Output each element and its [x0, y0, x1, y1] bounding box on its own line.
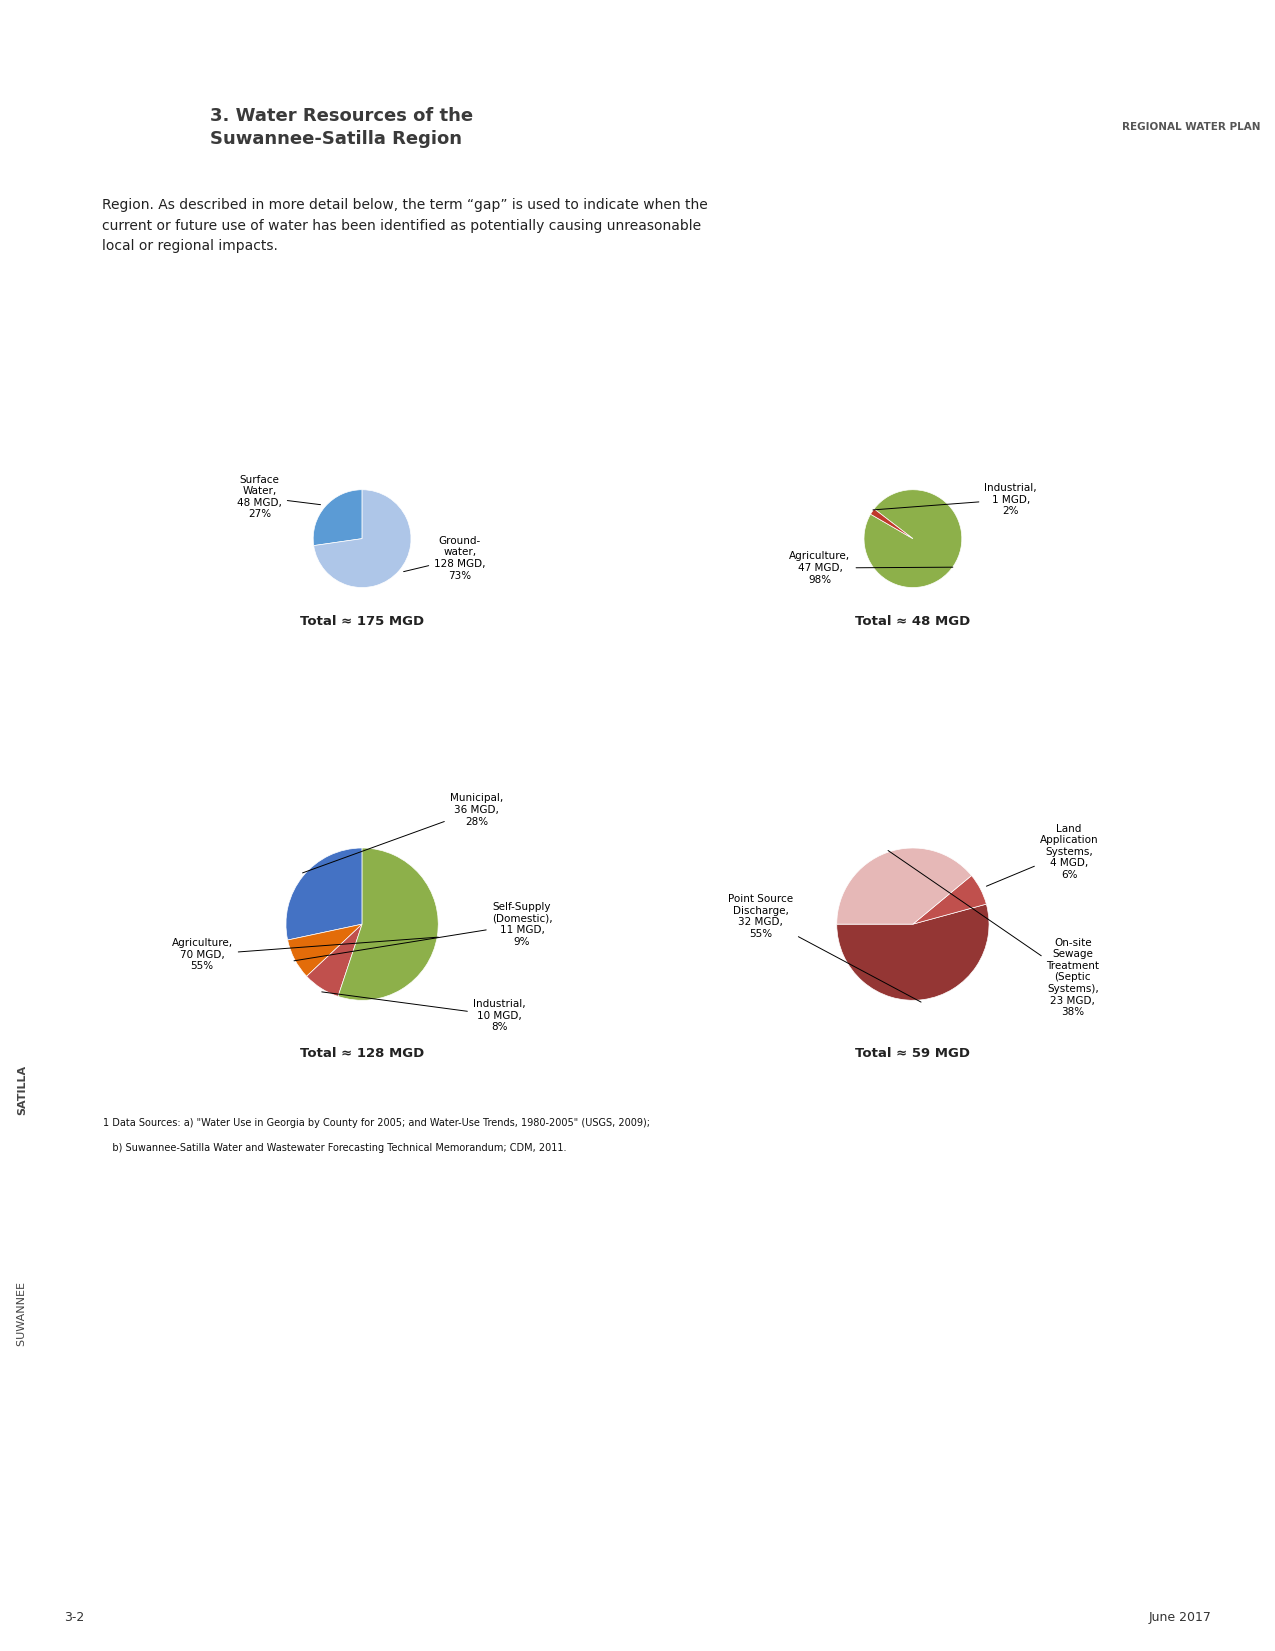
Text: Total ≈ 128 MGD: Total ≈ 128 MGD [300, 1047, 425, 1060]
Text: Land
Application
Systems,
4 MGD,
6%: Land Application Systems, 4 MGD, 6% [987, 824, 1098, 887]
Text: Total ≈ 48 MGD: Total ≈ 48 MGD [856, 616, 970, 629]
Wedge shape [913, 875, 987, 925]
Wedge shape [836, 849, 972, 925]
Text: Figure 3-3: 2005 Groundwater
Withdrawal by Category 1a: Figure 3-3: 2005 Groundwater Withdrawal … [108, 690, 335, 718]
Wedge shape [288, 925, 362, 976]
Text: Ground-
water,
128 MGD,
73%: Ground- water, 128 MGD, 73% [404, 537, 486, 581]
Text: Figure 3-4: 2005 Wastewater
Treatment by Category 1b: Figure 3-4: 2005 Wastewater Treatment by… [659, 690, 877, 718]
Wedge shape [314, 490, 362, 545]
Text: Region. As described in more detail below, the term “gap” is used to indicate wh: Region. As described in more detail belo… [102, 198, 708, 253]
Wedge shape [864, 490, 961, 588]
Wedge shape [871, 509, 913, 538]
Text: June 2017: June 2017 [1149, 1611, 1211, 1625]
Text: Total ≈ 59 MGD: Total ≈ 59 MGD [856, 1047, 970, 1060]
Wedge shape [306, 925, 362, 997]
Text: 3-2: 3-2 [64, 1611, 84, 1625]
Text: Self-Supply
(Domestic),
11 MGD,
9%: Self-Supply (Domestic), 11 MGD, 9% [295, 901, 552, 961]
Text: Total ≈ 175 MGD: Total ≈ 175 MGD [300, 616, 425, 629]
Text: Agriculture,
47 MGD,
98%: Agriculture, 47 MGD, 98% [789, 551, 952, 584]
Text: Figure 3-2: 2005 Surface Water
Withdrawal by Category 1a: Figure 3-2: 2005 Surface Water Withdrawa… [659, 358, 895, 388]
Wedge shape [338, 849, 439, 1001]
Wedge shape [836, 905, 989, 1001]
Text: Agriculture,
70 MGD,
55%: Agriculture, 70 MGD, 55% [172, 938, 439, 971]
Text: b) Suwannee-Satilla Water and Wastewater Forecasting Technical Memorandum; CDM, : b) Suwannee-Satilla Water and Wastewater… [103, 1142, 566, 1154]
Text: Surface
Water,
48 MGD,
27%: Surface Water, 48 MGD, 27% [237, 475, 320, 520]
Text: Figure 3-1: 2005 Water Supply by
Source Type 1a: Figure 3-1: 2005 Water Supply by Source … [108, 358, 361, 388]
Text: Municipal,
36 MGD,
28%: Municipal, 36 MGD, 28% [302, 794, 502, 873]
Text: REGIONAL WATER PLAN: REGIONAL WATER PLAN [1122, 122, 1261, 132]
Text: Industrial,
1 MGD,
2%: Industrial, 1 MGD, 2% [873, 482, 1037, 517]
Text: SATILLA: SATILLA [18, 1065, 27, 1114]
Wedge shape [314, 490, 411, 588]
Text: 3. Water Resources of the
Suwannee-Satilla Region: 3. Water Resources of the Suwannee-Satil… [210, 107, 473, 149]
Text: Point Source
Discharge,
32 MGD,
55%: Point Source Discharge, 32 MGD, 55% [728, 895, 921, 1002]
Wedge shape [286, 849, 362, 939]
Text: SUWANNEE: SUWANNEE [18, 1280, 27, 1346]
Text: 1 Data Sources: a) "Water Use in Georgia by County for 2005; and Water-Use Trend: 1 Data Sources: a) "Water Use in Georgia… [103, 1118, 650, 1128]
Text: On-site
Sewage
Treatment
(Septic
Systems),
23 MGD,
38%: On-site Sewage Treatment (Septic Systems… [889, 850, 1099, 1017]
Text: Industrial,
10 MGD,
8%: Industrial, 10 MGD, 8% [321, 992, 525, 1032]
